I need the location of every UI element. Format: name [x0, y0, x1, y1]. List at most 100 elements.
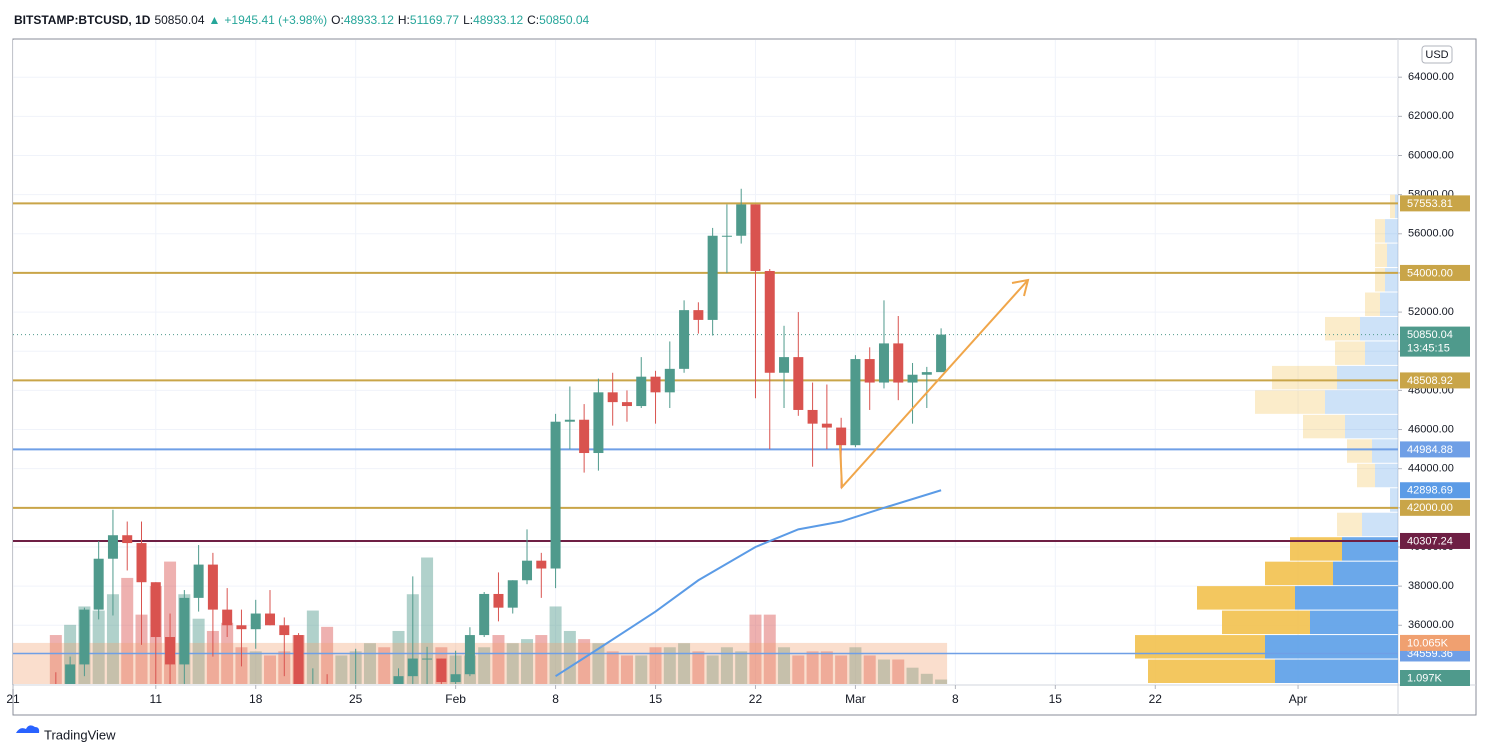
candle-body	[636, 376, 647, 407]
level-tag-label: 54000.00	[1407, 267, 1453, 279]
candle-body	[493, 593, 504, 608]
candle-body	[664, 368, 675, 393]
volume-bar	[392, 630, 405, 684]
candle-body	[393, 676, 404, 684]
volume-bar	[635, 655, 648, 684]
currency-badge[interactable]	[1421, 45, 1453, 64]
level-tag-label: 40307.24	[1407, 535, 1453, 547]
level-tag	[1400, 532, 1470, 549]
logo[interactable]: TradingView	[16, 725, 116, 742]
volume-bar	[906, 667, 919, 684]
header-item: H:	[397, 13, 410, 27]
volume-bar	[620, 655, 633, 684]
volume-bar	[563, 630, 576, 684]
x-tick-label: Mar	[845, 692, 866, 706]
trend-arrow-head	[1011, 278, 1030, 297]
profile-up-bar	[1325, 390, 1398, 414]
header-item: BITSTAMP:BTCUSD, 1D	[14, 13, 151, 27]
candle-body	[436, 658, 447, 683]
y-tick-label: 46000.00	[1408, 423, 1454, 435]
volume-ma-band	[13, 642, 948, 684]
candle-body	[236, 625, 247, 630]
candle-body	[850, 359, 861, 446]
level-tag-label: 48508.92	[1407, 375, 1453, 387]
volume-bar	[121, 577, 134, 684]
volume-bar	[892, 659, 905, 684]
level-tag	[1400, 499, 1470, 516]
profile-down-bar	[1375, 268, 1385, 292]
candle-body	[407, 658, 418, 677]
profile-down-bar	[1335, 341, 1365, 365]
header-item: 50850.04	[154, 13, 205, 27]
volume-bar	[720, 647, 733, 684]
volume-bar	[849, 647, 862, 684]
volume-bar	[763, 614, 776, 684]
profile-up-bar	[1337, 365, 1398, 390]
profile-down-bar	[1375, 243, 1387, 268]
profile-down-bar	[1390, 194, 1395, 219]
axes: 36000.0038000.0040000.0042000.0044000.00…	[6, 71, 1470, 706]
volume-bar	[877, 659, 890, 684]
volume-bar	[321, 626, 334, 684]
volume-bar	[478, 647, 491, 684]
trend-arrow	[839, 279, 1029, 490]
volume-bar	[649, 647, 662, 684]
plot-area	[13, 40, 1398, 684]
volume-bar	[521, 639, 534, 684]
header-item: C:	[527, 13, 540, 27]
x-tick-label: 11	[150, 692, 163, 706]
volume-ma-tag-label: 10.065K	[1407, 637, 1449, 649]
moving-average-tag	[1400, 482, 1470, 499]
volume-bar	[920, 673, 933, 684]
currency-label: USD	[1425, 49, 1448, 61]
candle-body	[222, 609, 233, 626]
x-tick-label: 15	[649, 692, 663, 706]
moving-average-line	[555, 489, 942, 678]
candle-body	[279, 625, 290, 636]
volume-bar	[835, 655, 848, 684]
volume-bar	[106, 594, 119, 684]
x-tick-label: 18	[249, 692, 263, 706]
header-item: +1945.41 (+3.98%)	[224, 13, 328, 27]
volume-bar	[549, 606, 562, 684]
volume-bar	[706, 655, 719, 684]
candle-body	[707, 235, 718, 320]
volume-bar	[692, 651, 705, 684]
candle-body	[250, 613, 261, 630]
candle-body	[764, 270, 775, 373]
profile-up-bar	[1310, 610, 1398, 635]
profile-up-bar	[1295, 586, 1398, 610]
candle-body	[878, 343, 889, 383]
candle-body	[564, 419, 575, 422]
profile-up-bar	[1345, 414, 1398, 439]
volume-bar	[135, 614, 148, 684]
candle-body	[693, 310, 704, 320]
profile-up-bar	[1390, 488, 1398, 512]
header-item: O:	[331, 13, 344, 27]
candle-body	[150, 582, 161, 638]
candle-body	[921, 372, 932, 375]
x-tick-label: 22	[1149, 692, 1163, 706]
x-tick-label: Feb	[445, 692, 466, 706]
volume-bar	[806, 651, 819, 684]
volume-bar	[820, 651, 833, 684]
y-tick-label: 36000.00	[1408, 619, 1454, 631]
candle-body	[93, 558, 104, 610]
profile-down-bar	[1135, 635, 1265, 659]
candle-body	[450, 674, 461, 683]
candle-body	[736, 204, 747, 236]
candle-body	[721, 235, 732, 237]
volume-bar	[421, 557, 434, 684]
profile-down-bar	[1255, 390, 1325, 414]
profile-up-bar	[1342, 537, 1398, 561]
candle-body	[779, 357, 790, 373]
profile-down-bar	[1357, 463, 1375, 488]
candle-body	[507, 580, 518, 608]
candle-body	[193, 564, 204, 598]
volume-bar	[749, 614, 762, 684]
profile-up-bar	[1333, 561, 1398, 586]
profile-down-bar	[1272, 365, 1337, 390]
header-item: L:	[463, 13, 474, 27]
